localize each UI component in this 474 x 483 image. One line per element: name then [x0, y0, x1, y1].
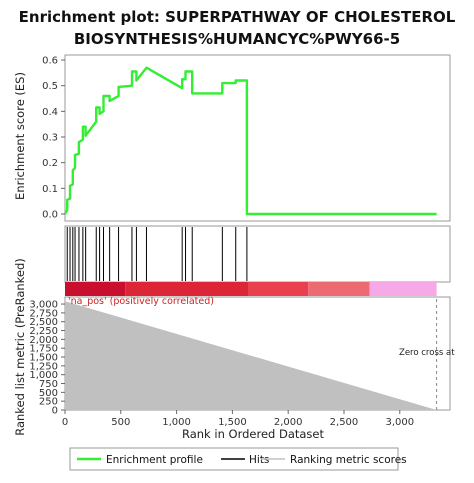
x-tick-label: 3,000: [385, 417, 414, 428]
metric-y-tick-label: 3,000: [29, 300, 58, 311]
metric-y-tick-label: 1,500: [29, 353, 58, 364]
heat-segment: [248, 282, 309, 296]
metric-y-tick-label: 250: [39, 397, 58, 408]
zero-cross-label: Zero cross at: [399, 348, 455, 358]
x-tick-label: 1,000: [162, 417, 191, 428]
x-tick-label: 2,500: [330, 417, 359, 428]
enrichment-profile-line: [63, 66, 437, 216]
metric-y-tick-label: 750: [39, 379, 58, 390]
metric-y-tick-label: 2,750: [29, 308, 58, 319]
heat-bar: [65, 282, 437, 296]
ranking-metric-area: [65, 301, 437, 410]
metric-y-tick-label: 1,250: [29, 361, 58, 372]
es-y-tick-label: 0.1: [42, 184, 58, 195]
bottom-y-axis-label: Ranked list metric (PreRanked): [13, 258, 27, 436]
es-y-tick-label: 0.6: [42, 56, 58, 67]
metric-y-tick-label: 1,000: [29, 370, 58, 381]
es-y-tick-label: 0.2: [42, 158, 58, 169]
chart-title-line1: Enrichment plot: SUPERPATHWAY OF CHOLEST…: [19, 8, 456, 26]
heat-segment: [308, 282, 370, 296]
heat-segment: [369, 282, 437, 296]
es-y-tick-label: 0.4: [42, 107, 58, 118]
metric-panel: 02505007501,0001,2501,5001,7502,0002,250…: [29, 296, 451, 428]
metric-y-tick-label: 2,000: [29, 335, 58, 346]
metric-y-tick-label: 2,250: [29, 326, 58, 337]
legend-label: Ranking metric scores: [290, 454, 407, 466]
es-y-tick-label: 0.5: [42, 81, 58, 92]
heat-segment: [65, 282, 126, 296]
metric-y-tick-label: 500: [39, 388, 58, 399]
metric-y-tick-label: 0: [52, 406, 58, 417]
heat-bar-label: 'na_pos' (positively correlated): [68, 296, 214, 307]
es-y-tick-label: 0.0: [42, 210, 58, 221]
hits-frame: [64, 225, 451, 283]
legend-label: Enrichment profile: [106, 454, 203, 466]
heat-segment: [125, 282, 249, 296]
legend: Enrichment profile Hits Ranking metric sco…: [69, 447, 407, 471]
x-tick-label: 0: [62, 417, 68, 428]
es-plot-frame: [64, 54, 451, 222]
x-tick-label: 500: [111, 417, 130, 428]
metric-y-tick-label: 1,750: [29, 344, 58, 355]
chart-title-line2: BIOSYNTHESIS%HUMANCYC%PWY66-5: [74, 30, 400, 48]
es-panel: 0.0 0.1 0.2 0.3 0.4 0.5 0.6: [42, 54, 451, 222]
metric-y-tick-label: 2,500: [29, 317, 58, 328]
legend-label: Hits: [249, 454, 269, 466]
x-tick-label: 2,000: [274, 417, 303, 428]
top-y-axis-label: Enrichment score (ES): [13, 72, 27, 200]
hits-panel: [64, 225, 451, 283]
es-y-tick-label: 0.3: [42, 133, 58, 144]
x-axis-label: Rank in Ordered Dataset: [182, 427, 325, 441]
x-tick-label: 1,500: [218, 417, 247, 428]
